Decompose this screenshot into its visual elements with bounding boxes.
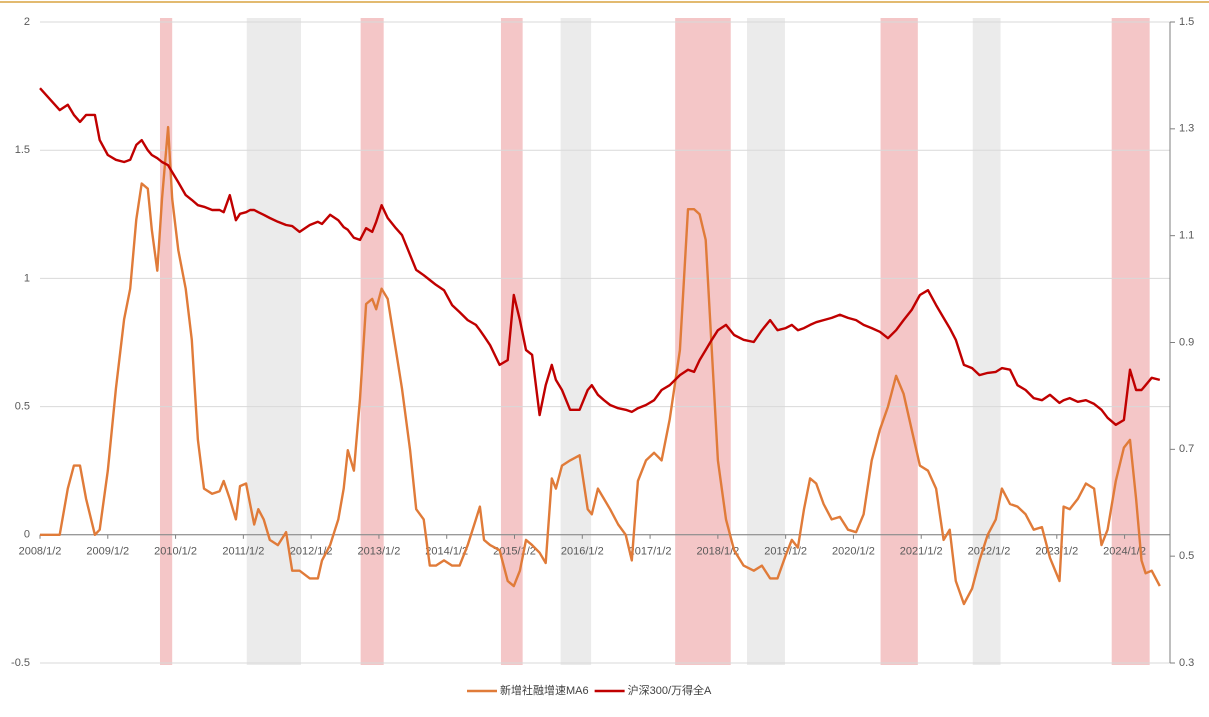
x-tick-label: 2010/1/2 — [154, 546, 197, 558]
x-tick-label: 2023/1/2 — [1035, 546, 1078, 558]
x-tick-label: 2008/1/2 — [19, 546, 62, 558]
y-tick-label: 1.5 — [15, 144, 30, 156]
shaded-region — [675, 18, 731, 665]
x-tick-label: 2020/1/2 — [832, 546, 875, 558]
x-tick-label: 2018/1/2 — [696, 546, 739, 558]
shaded-region — [880, 18, 918, 665]
y2-tick-label: 1.3 — [1179, 123, 1194, 135]
x-tick-label: 2017/1/2 — [629, 546, 672, 558]
x-tick-label: 2009/1/2 — [86, 546, 129, 558]
shaded-region — [159, 18, 173, 665]
shaded-region — [560, 18, 592, 665]
x-tick-label: 2016/1/2 — [561, 546, 604, 558]
y2-tick-label: 0.5 — [1179, 550, 1194, 562]
y2-tick-label: 1.1 — [1179, 230, 1194, 242]
x-tick-label: 2022/1/2 — [968, 546, 1011, 558]
y2-tick-label: 0.9 — [1179, 336, 1194, 348]
x-tick-label: 2012/1/2 — [290, 546, 333, 558]
legend: 新增社融增速MA6 沪深300/万得全A — [467, 683, 712, 697]
legend-label: 沪深300/万得全A — [628, 683, 712, 697]
shaded-region — [360, 18, 384, 665]
x-tick-label: 2024/1/2 — [1103, 546, 1146, 558]
series-line — [39, 87, 1161, 426]
shaded-region — [500, 18, 523, 665]
legend-label: 新增社融增速MA6 — [500, 683, 589, 697]
y-tick-label: 0 — [24, 529, 30, 541]
x-tick-label: 2021/1/2 — [900, 546, 943, 558]
x-tick-label: 2011/1/2 — [222, 546, 264, 558]
y-tick-label: 1 — [24, 272, 30, 284]
y-tick-label: 2 — [24, 16, 30, 28]
y2-tick-label: 0.3 — [1179, 657, 1194, 669]
shaded-region — [1111, 18, 1150, 665]
x-tick-label: 2013/1/2 — [358, 546, 401, 558]
shaded-region — [972, 18, 1001, 665]
x-tick-label: 2014/1/2 — [425, 546, 468, 558]
series-line — [40, 125, 1161, 606]
y-tick-label: 0.5 — [15, 401, 30, 413]
y2-tick-label: 0.7 — [1179, 443, 1194, 455]
x-tick-label: 2019/1/2 — [764, 546, 807, 558]
y-tick-label: -0.5 — [11, 657, 30, 669]
shaded-region — [246, 18, 301, 665]
y2-tick-label: 1.5 — [1179, 16, 1194, 28]
